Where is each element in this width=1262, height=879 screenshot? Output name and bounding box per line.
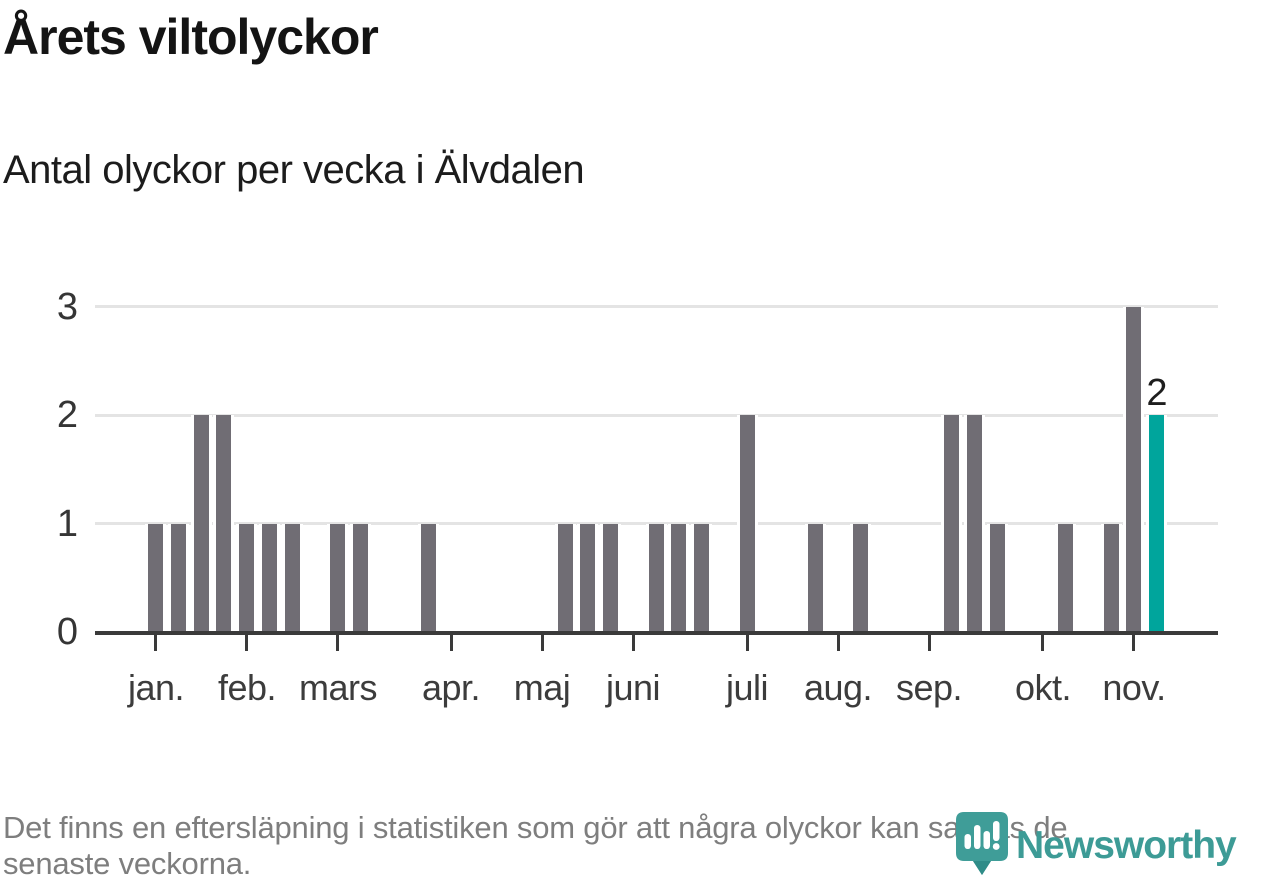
bar bbox=[148, 523, 163, 632]
page-subtitle: Antal olyckor per vecka i Älvdalen bbox=[3, 148, 585, 192]
bar bbox=[239, 523, 254, 632]
axis-tick bbox=[1132, 635, 1135, 651]
page-title: Årets viltolyckor bbox=[3, 9, 379, 65]
y-axis-label: 0 bbox=[56, 611, 78, 653]
bar bbox=[603, 523, 618, 632]
bar bbox=[853, 523, 868, 632]
footnote-line-1: Det finns en eftersläpning i statistiken… bbox=[3, 810, 1068, 845]
footnote-line-2: senaste veckorna. bbox=[3, 846, 252, 879]
bar bbox=[990, 523, 1005, 632]
bar-highlighted bbox=[1149, 415, 1164, 632]
bar bbox=[194, 415, 209, 632]
bar bbox=[944, 415, 959, 632]
bar bbox=[740, 415, 755, 632]
x-axis-label: mars bbox=[299, 667, 378, 708]
bar-value-label: 2 bbox=[1146, 372, 1168, 414]
bar bbox=[285, 523, 300, 632]
bar bbox=[330, 523, 345, 632]
bar bbox=[1058, 523, 1073, 632]
axis-tick bbox=[336, 635, 339, 651]
bar bbox=[1126, 306, 1141, 632]
axis-tick bbox=[541, 635, 544, 651]
y-axis-label: 3 bbox=[56, 285, 78, 328]
axis-tick bbox=[837, 635, 840, 651]
x-axis-label: juni bbox=[605, 667, 661, 708]
axis-tick bbox=[1041, 635, 1044, 651]
axis-tick bbox=[632, 635, 635, 651]
bar bbox=[171, 523, 186, 632]
x-axis-label: feb. bbox=[217, 667, 277, 708]
newsworthy-logo: Newsworthy bbox=[955, 811, 1237, 877]
bar bbox=[967, 415, 982, 632]
axis-tick bbox=[746, 635, 749, 651]
bar bbox=[1104, 523, 1119, 632]
axis-tick bbox=[154, 635, 157, 651]
newsworthy-wordmark: Newsworthy bbox=[1016, 824, 1237, 867]
x-axis-line bbox=[95, 631, 1218, 635]
gridline bbox=[95, 413, 1218, 417]
axis-tick bbox=[245, 635, 248, 651]
bar bbox=[558, 523, 573, 632]
x-axis-label: nov. bbox=[1102, 667, 1166, 708]
x-axis-label: aug. bbox=[803, 667, 873, 708]
newsworthy-pin-barchart-icon bbox=[956, 812, 1008, 875]
axis-tick bbox=[450, 635, 453, 651]
bar bbox=[580, 523, 595, 632]
x-axis-label: sep. bbox=[895, 667, 963, 708]
bar bbox=[649, 523, 664, 632]
bar bbox=[694, 523, 709, 632]
bar bbox=[262, 523, 277, 632]
x-axis-label: juli bbox=[725, 667, 769, 708]
x-axis-label: okt. bbox=[1014, 667, 1072, 708]
x-axis-label: jan. bbox=[127, 667, 185, 708]
gridline bbox=[95, 305, 1218, 308]
bar bbox=[353, 523, 368, 632]
x-axis-label: maj bbox=[513, 667, 571, 708]
footnote: Det finns en eftersläpning i statistiken… bbox=[3, 810, 1253, 879]
y-axis-label: 2 bbox=[56, 394, 78, 436]
axis-tick bbox=[928, 635, 931, 651]
bar bbox=[216, 415, 231, 632]
bar bbox=[421, 523, 436, 632]
x-axis-label: apr. bbox=[421, 667, 481, 708]
y-axis-label: 1 bbox=[56, 502, 78, 545]
bar bbox=[808, 523, 823, 632]
bar bbox=[671, 523, 686, 632]
